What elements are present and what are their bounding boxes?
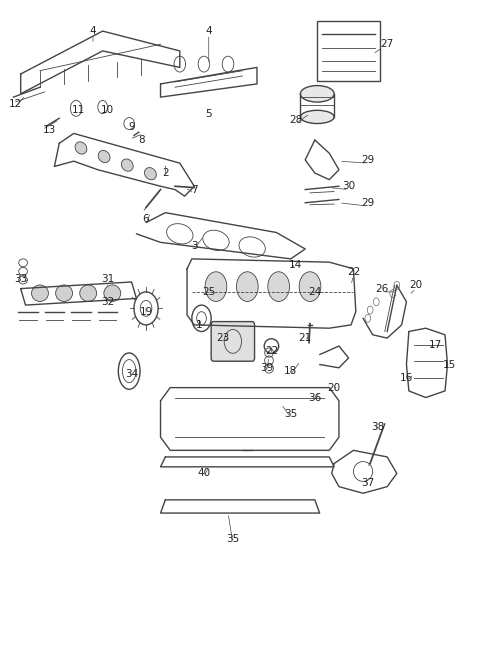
- Text: 9: 9: [128, 122, 135, 132]
- Ellipse shape: [31, 285, 48, 302]
- Text: 36: 36: [307, 392, 321, 402]
- Ellipse shape: [75, 142, 87, 154]
- Text: 22: 22: [346, 267, 359, 277]
- Text: 40: 40: [197, 469, 210, 479]
- Text: 29: 29: [361, 198, 374, 208]
- Text: 35: 35: [226, 534, 239, 544]
- Ellipse shape: [205, 272, 227, 302]
- Text: 21: 21: [298, 333, 311, 343]
- Text: 14: 14: [288, 261, 302, 271]
- Text: 1: 1: [196, 320, 202, 330]
- Ellipse shape: [300, 110, 333, 123]
- Ellipse shape: [144, 168, 156, 180]
- Ellipse shape: [121, 159, 133, 171]
- Text: 6: 6: [142, 214, 149, 224]
- Text: 31: 31: [101, 274, 114, 284]
- Ellipse shape: [236, 272, 257, 302]
- Text: 38: 38: [370, 422, 383, 432]
- Text: 12: 12: [9, 99, 22, 109]
- Text: 30: 30: [341, 181, 354, 191]
- Text: 18: 18: [284, 366, 297, 376]
- Text: 3: 3: [191, 241, 197, 251]
- Text: 22: 22: [264, 346, 277, 356]
- Text: 11: 11: [72, 105, 85, 115]
- Text: 8: 8: [137, 135, 144, 145]
- Text: 39: 39: [259, 363, 272, 373]
- Text: 35: 35: [284, 409, 297, 419]
- Ellipse shape: [56, 285, 73, 302]
- Text: 37: 37: [361, 478, 374, 489]
- Text: 17: 17: [428, 339, 441, 349]
- Text: 10: 10: [101, 105, 114, 115]
- Text: 4: 4: [205, 26, 212, 36]
- Text: 20: 20: [327, 383, 340, 392]
- Ellipse shape: [79, 285, 96, 302]
- Ellipse shape: [299, 272, 320, 302]
- Text: 27: 27: [380, 39, 393, 49]
- Text: 20: 20: [408, 280, 422, 290]
- Ellipse shape: [267, 272, 289, 302]
- Text: 28: 28: [288, 115, 302, 125]
- Text: 25: 25: [202, 287, 215, 297]
- Text: 13: 13: [43, 125, 56, 135]
- Ellipse shape: [98, 151, 110, 162]
- Text: 34: 34: [125, 369, 138, 379]
- Ellipse shape: [300, 86, 333, 102]
- Text: 5: 5: [205, 109, 212, 119]
- Text: 7: 7: [191, 184, 197, 194]
- Text: 33: 33: [14, 274, 27, 284]
- Ellipse shape: [104, 285, 121, 302]
- Text: 32: 32: [101, 297, 114, 307]
- Text: 29: 29: [361, 155, 374, 165]
- Text: 26: 26: [375, 284, 388, 294]
- Bar: [317, 21, 379, 81]
- Text: 23: 23: [216, 333, 229, 343]
- FancyBboxPatch shape: [211, 322, 254, 361]
- Text: 19: 19: [139, 307, 152, 317]
- Text: 15: 15: [442, 359, 455, 369]
- Text: 2: 2: [162, 168, 168, 178]
- Text: 16: 16: [399, 373, 412, 383]
- Text: 24: 24: [307, 287, 321, 297]
- Text: 4: 4: [90, 26, 96, 36]
